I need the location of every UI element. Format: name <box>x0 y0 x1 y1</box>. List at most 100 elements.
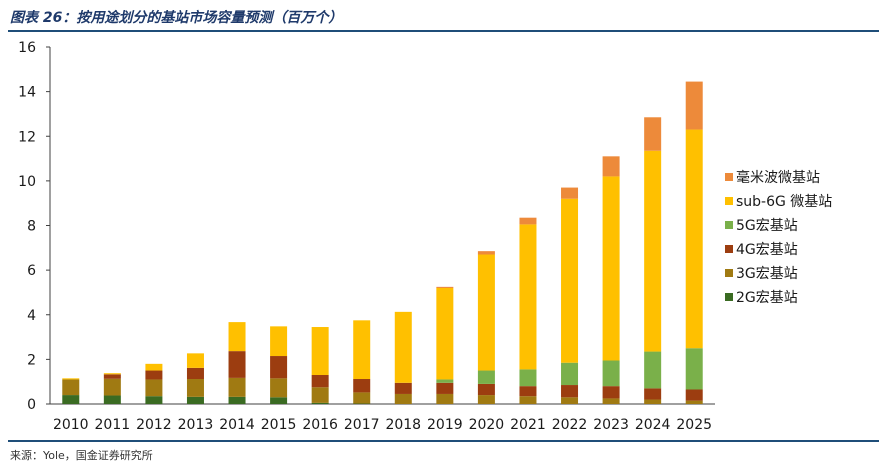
bar-segment <box>145 370 163 380</box>
bar-segment <box>561 187 579 199</box>
bar-segment <box>186 379 204 397</box>
bar-segment <box>561 362 579 386</box>
legend-item: 2G宏基站 <box>725 285 885 309</box>
bar-segment <box>644 117 662 151</box>
bar-segment <box>103 378 121 396</box>
bar-segment <box>103 395 121 404</box>
legend-label: 3G宏基站 <box>736 266 798 282</box>
bar-segment <box>311 327 329 375</box>
legend-swatch <box>725 221 733 229</box>
bar-segment <box>228 322 246 352</box>
stacked-bar-chart: 0 2 4 6 8 10 12 14 16 2010 2011 2012 2013 2014 2015 201… <box>18 40 715 433</box>
bar-segment <box>602 360 620 387</box>
chart-title: 图表 26：按用途划分的基站市场容量预测（百万个） <box>10 10 343 26</box>
legend-item: 5G宏基站 <box>725 213 885 237</box>
chart-legend: 毫米波微基站 sub-6G 微基站 5G宏基站 4G宏基站 3G宏基站 2G宏基站 <box>725 165 885 309</box>
bar-segment <box>186 396 204 404</box>
y-tick-label: 8 <box>27 219 36 235</box>
bar-segment <box>685 348 703 390</box>
bar-segment <box>519 217 537 225</box>
x-tick-label: 2018 <box>385 417 421 433</box>
legend-item: 毫米波微基站 <box>725 165 885 189</box>
bar-segment <box>602 176 620 361</box>
x-tick-label: 2013 <box>178 417 214 433</box>
bar-segment <box>561 198 579 363</box>
legend-label: 4G宏基站 <box>736 242 798 258</box>
bar-segment <box>519 369 537 387</box>
x-tick-label: 2021 <box>510 417 546 433</box>
chart-area: 0 2 4 6 8 10 12 14 16 2010 2011 2012 2013 2014 2015 201… <box>0 32 887 438</box>
x-tick-label: 2010 <box>53 417 89 433</box>
bar-segment <box>477 254 495 371</box>
legend-item: sub-6G 微基站 <box>725 189 885 213</box>
bar-segment <box>270 397 288 404</box>
legend-label: 毫米波微基站 <box>736 170 820 186</box>
x-tick-label: 2023 <box>593 417 629 433</box>
bar-segment <box>602 398 620 404</box>
y-tick-label: 0 <box>27 397 36 413</box>
bar-segment <box>561 385 579 398</box>
legend-label: 2G宏基站 <box>736 290 798 306</box>
x-tick-label: 2011 <box>95 417 131 433</box>
y-tick-label: 4 <box>27 308 36 324</box>
bar-segment <box>561 397 579 404</box>
y-tick-label: 10 <box>18 174 36 190</box>
x-tick-label: 2016 <box>302 417 338 433</box>
bar-segment <box>311 387 329 403</box>
bar-segment <box>311 374 329 388</box>
source-note: 来源：Yole，国金证券研究所 <box>10 449 153 462</box>
x-tick-label: 2015 <box>261 417 297 433</box>
bar-segment <box>685 81 703 130</box>
bar-segment <box>228 377 246 397</box>
bar-segment <box>186 353 204 368</box>
bar-segment <box>477 251 495 255</box>
bar-segment <box>436 382 454 394</box>
x-tick-label: 2019 <box>427 417 463 433</box>
legend-swatch <box>725 293 733 301</box>
legend-item: 4G宏基站 <box>725 237 885 261</box>
bar-segment <box>394 311 412 383</box>
x-tick-label: 2012 <box>136 417 172 433</box>
x-tick-label: 2020 <box>469 417 505 433</box>
bar-segment <box>353 379 371 393</box>
bar-segment <box>436 379 454 383</box>
bar-segment <box>394 393 412 404</box>
bar-segment <box>270 326 288 357</box>
bar-segment <box>103 373 121 375</box>
bar-segment <box>145 363 163 371</box>
bar-segment <box>145 396 163 404</box>
bar-segment <box>353 320 371 380</box>
bar-segment <box>602 156 620 177</box>
legend-swatch <box>725 197 733 205</box>
bar-segment <box>644 351 662 389</box>
bar-segment <box>602 386 620 399</box>
bar-segment <box>477 395 495 404</box>
bar-segment <box>228 351 246 378</box>
bar-segment <box>270 356 288 379</box>
legend-item: 3G宏基站 <box>725 261 885 285</box>
bar-segment <box>228 396 246 404</box>
bar-segment <box>519 224 537 370</box>
source-bar: 来源：Yole，国金证券研究所 <box>8 440 879 466</box>
x-tick-label: 2025 <box>676 417 712 433</box>
bar-segment <box>644 399 662 404</box>
bar-segment <box>353 392 371 404</box>
x-tick-label: 2022 <box>552 417 588 433</box>
legend-label: 5G宏基站 <box>736 218 798 234</box>
bar-segment <box>519 396 537 404</box>
bar-segment <box>311 402 329 404</box>
legend-swatch <box>725 173 733 181</box>
bar-segment <box>644 388 662 400</box>
bar-segment <box>477 383 495 396</box>
y-tick-label: 12 <box>18 129 36 145</box>
x-tick-label: 2014 <box>219 417 255 433</box>
bar-segment <box>436 393 454 404</box>
bar-segment <box>436 287 454 380</box>
bar-segment <box>685 400 703 404</box>
bar-segment <box>644 150 662 352</box>
bar-segment <box>186 367 204 380</box>
legend-swatch <box>725 269 733 277</box>
bar-segment <box>103 374 121 379</box>
bar-segment <box>477 370 495 384</box>
title-bar: 图表 26：按用途划分的基站市场容量预测（百万个） <box>8 4 879 32</box>
